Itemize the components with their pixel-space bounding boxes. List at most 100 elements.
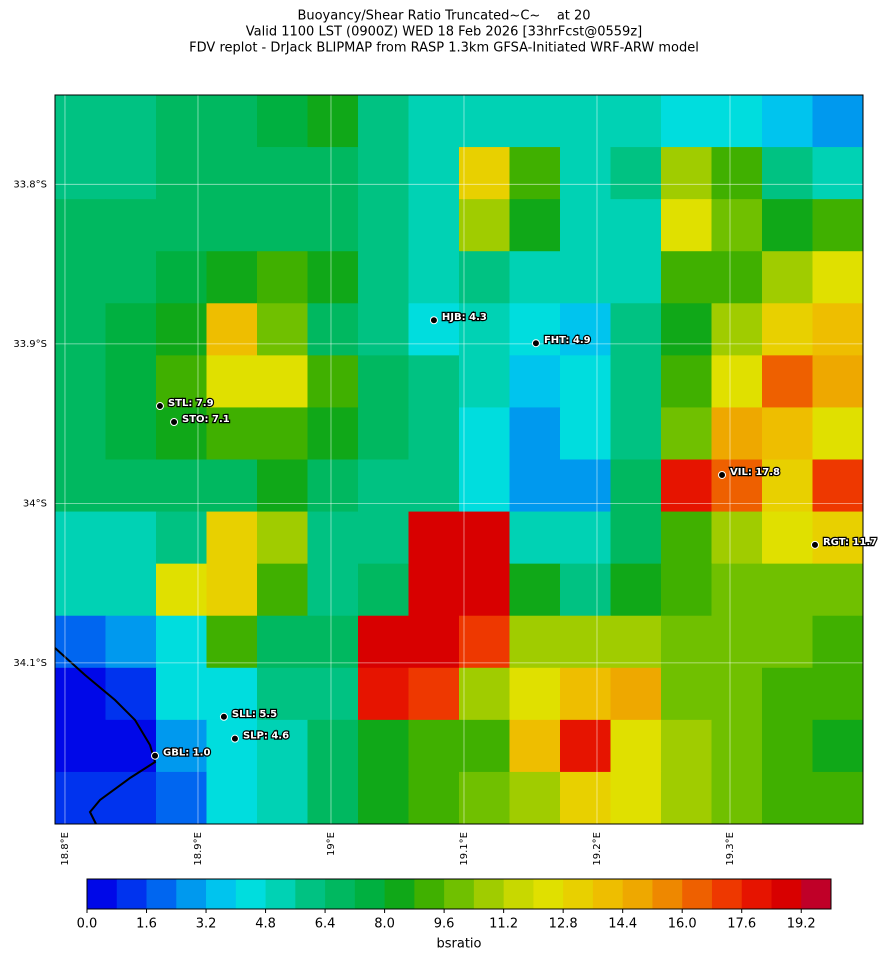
grid-cell [509, 251, 561, 304]
colorbar-swatch [206, 879, 237, 909]
grid-cell [105, 563, 157, 617]
grid-cell [812, 459, 864, 513]
grid-cell [459, 355, 510, 408]
grid-cell [307, 355, 359, 408]
grid-cell [156, 563, 207, 617]
x-tick-label: 19.2°E [592, 832, 603, 866]
grid-cell [358, 667, 409, 721]
grid-cell [55, 459, 106, 513]
colorbar-swatch [235, 879, 266, 909]
grid-cell [459, 563, 510, 617]
grid-cell [812, 719, 864, 773]
grid-cell [358, 459, 409, 513]
grid-cell [509, 511, 561, 565]
grid-cell [812, 303, 864, 356]
grid-cell [509, 667, 561, 721]
grid-cell [206, 147, 258, 200]
grid-cell [156, 251, 207, 304]
grid-cell [711, 771, 763, 825]
grid-cell [156, 667, 207, 721]
grid-cell [812, 771, 864, 825]
grid-cell [509, 147, 561, 200]
colorbar-swatch [592, 879, 624, 909]
grid-cell [560, 719, 611, 773]
grid-cell [762, 199, 813, 252]
grid-cell [509, 199, 561, 252]
colorbar-label: bsratio [437, 937, 482, 952]
grid-cell [812, 147, 864, 200]
grid-cell [711, 719, 763, 773]
grid-cell [661, 303, 712, 356]
grid-cell [459, 147, 510, 200]
grid-cell [105, 771, 157, 825]
grid [55, 95, 864, 825]
grid-cell [812, 563, 864, 617]
grid-cell [206, 667, 258, 721]
grid-cell [812, 355, 864, 408]
colorbar-tick-label: 3.2 [196, 917, 217, 932]
grid-cell [509, 459, 561, 513]
map-frame [54, 94, 864, 825]
grid-cell [55, 147, 106, 200]
grid-cell [661, 199, 712, 252]
grid-cell [408, 615, 460, 669]
grid-cell [156, 303, 207, 356]
colorbar-tick-label: 14.4 [608, 917, 637, 932]
grid-cell [610, 771, 662, 825]
grid-cell [55, 251, 106, 304]
grid-cell [55, 407, 106, 460]
station-marker [718, 470, 727, 479]
grid-cell [55, 771, 106, 825]
grid-cell [206, 459, 258, 513]
colorbar-swatch [563, 879, 594, 909]
grid-cell [358, 95, 409, 148]
grid-cell [459, 459, 510, 513]
grid-cell [257, 615, 308, 669]
grid-cell [358, 407, 409, 460]
grid-cell [105, 667, 157, 721]
grid-cell [358, 355, 409, 408]
colorbar-swatch [87, 879, 118, 909]
grid-cell [55, 303, 106, 356]
grid-cell [459, 407, 510, 460]
grid-cell [257, 199, 308, 252]
y-tick-label: 33.9°S [13, 339, 47, 350]
colorbar-swatch [622, 879, 653, 909]
grid-cell [610, 407, 662, 460]
grid-cell [661, 407, 712, 460]
grid-cell [257, 563, 308, 617]
grid-cell [307, 95, 359, 148]
grid-cell [257, 511, 308, 565]
x-tick-label: 19°E [326, 832, 337, 856]
grid-cell [358, 303, 409, 356]
grid-cell [661, 667, 712, 721]
grid-cell [610, 303, 662, 356]
grid-cell [610, 199, 662, 252]
grid-cell [156, 719, 207, 773]
grid-cell [358, 511, 409, 565]
grid-cell [156, 355, 207, 408]
grid-cell [105, 251, 157, 304]
grid-cell [358, 199, 409, 252]
station-label: HJB: 4.3 [442, 312, 487, 323]
grid-cell [156, 459, 207, 513]
colorbar-tick-label: 16.0 [668, 917, 697, 932]
x-tick-label: 18.9°E [193, 832, 204, 866]
station-marker [219, 712, 228, 721]
grid-cell [509, 563, 561, 617]
grid-cell [661, 251, 712, 304]
colorbar-swatch [444, 879, 475, 909]
grid-cell [408, 407, 460, 460]
grid-cell [257, 303, 308, 356]
colorbar-tick-label: 17.6 [727, 917, 756, 932]
colorbar-swatch [533, 879, 564, 909]
grid-cell [661, 459, 712, 513]
grid-cell [257, 667, 308, 721]
grid-cell [206, 95, 258, 148]
grid-cell [257, 771, 308, 825]
colorbar-tick-label: 8.0 [374, 917, 395, 932]
station-marker [531, 339, 540, 348]
grid-cell [560, 615, 611, 669]
colorbar-swatch [176, 879, 207, 909]
grid-cell [257, 95, 308, 148]
